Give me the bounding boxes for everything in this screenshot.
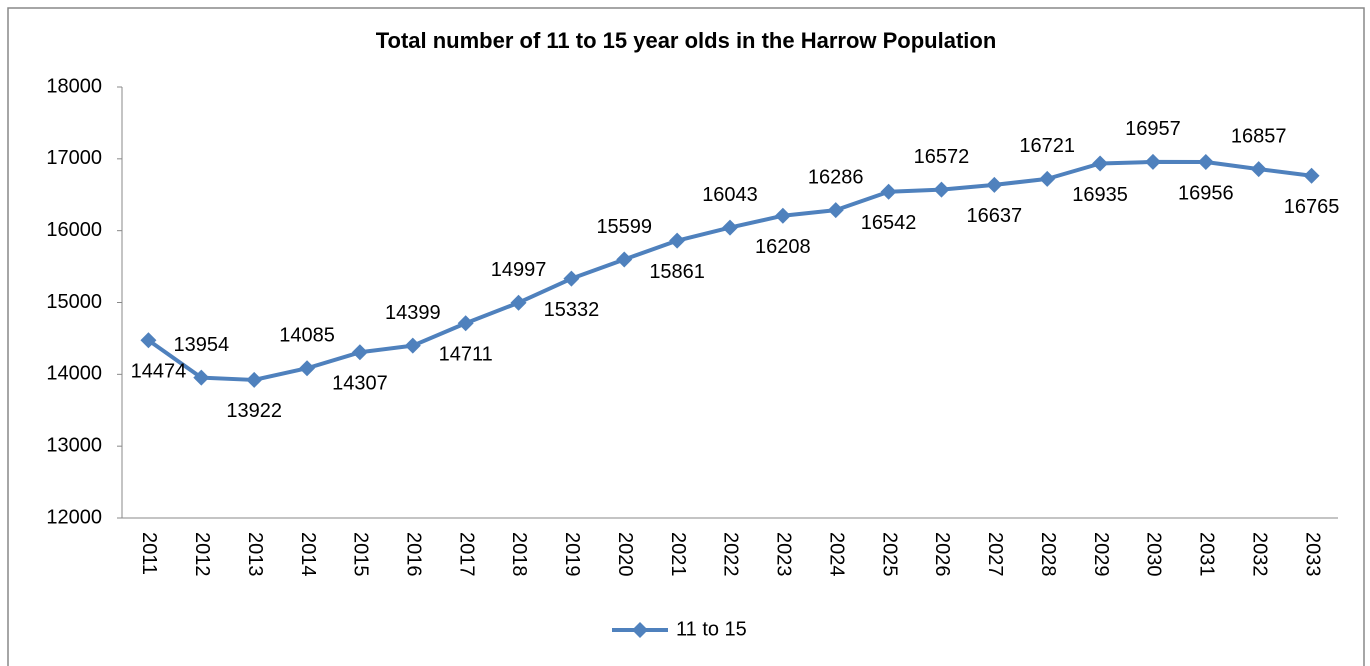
y-tick-label: 17000 bbox=[46, 147, 102, 169]
data-point bbox=[193, 369, 210, 386]
data-label: 16542 bbox=[861, 212, 917, 234]
x-tick-label: 2022 bbox=[720, 532, 742, 577]
data-point bbox=[563, 270, 580, 287]
x-tick-label: 2018 bbox=[508, 532, 530, 577]
data-point bbox=[1039, 170, 1056, 187]
x-tick-label: 2020 bbox=[614, 532, 636, 577]
data-label: 16935 bbox=[1072, 184, 1128, 206]
x-tick-label: 2015 bbox=[350, 532, 372, 577]
data-label: 15332 bbox=[544, 299, 600, 321]
data-label: 14711 bbox=[439, 344, 493, 366]
data-point bbox=[299, 360, 316, 377]
x-tick-label: 2025 bbox=[878, 532, 900, 577]
data-label: 16637 bbox=[967, 205, 1023, 227]
x-tick-label: 2029 bbox=[1090, 532, 1112, 577]
data-point bbox=[457, 315, 474, 332]
data-point bbox=[616, 251, 633, 268]
x-tick-label: 2016 bbox=[403, 532, 425, 577]
data-label: 16572 bbox=[914, 146, 970, 168]
x-tick-label: 2031 bbox=[1196, 532, 1218, 577]
y-tick-label: 15000 bbox=[46, 291, 102, 313]
y-tick-label: 14000 bbox=[46, 363, 102, 385]
x-tick-label: 2033 bbox=[1301, 532, 1323, 577]
data-label: 16043 bbox=[702, 184, 758, 206]
data-label: 13954 bbox=[173, 334, 229, 356]
data-point bbox=[722, 219, 738, 236]
data-label: 14474 bbox=[131, 361, 187, 383]
data-label: 16957 bbox=[1125, 118, 1181, 140]
data-point bbox=[933, 181, 950, 198]
x-tick-label: 2026 bbox=[931, 532, 953, 577]
x-tick-label: 2027 bbox=[984, 532, 1006, 577]
chart-frame bbox=[7, 7, 1365, 666]
data-point bbox=[351, 344, 368, 361]
data-label: 14399 bbox=[385, 302, 441, 324]
x-tick-label: 2023 bbox=[773, 532, 795, 577]
data-point bbox=[774, 207, 791, 224]
data-point bbox=[140, 332, 157, 349]
x-tick-label: 2024 bbox=[825, 532, 847, 577]
x-tick-label: 2013 bbox=[244, 532, 266, 577]
data-point bbox=[1092, 155, 1109, 172]
data-label: 16857 bbox=[1231, 125, 1287, 147]
y-tick-label: 12000 bbox=[46, 506, 102, 528]
data-label: 16286 bbox=[808, 166, 864, 188]
data-point bbox=[246, 371, 263, 388]
y-tick-label: 13000 bbox=[46, 434, 102, 456]
x-tick-label: 2030 bbox=[1143, 532, 1165, 577]
data-label: 15861 bbox=[649, 261, 705, 283]
data-point bbox=[669, 232, 686, 249]
data-point bbox=[1197, 153, 1214, 170]
legend-label: 11 to 15 bbox=[676, 618, 747, 640]
data-point bbox=[986, 176, 1003, 193]
data-point bbox=[880, 183, 897, 200]
data-label: 16765 bbox=[1284, 196, 1340, 218]
y-tick-label: 18000 bbox=[46, 75, 102, 97]
x-tick-label: 2028 bbox=[1037, 532, 1059, 577]
data-label: 15599 bbox=[596, 216, 652, 238]
data-point bbox=[510, 294, 527, 311]
data-point bbox=[1303, 167, 1320, 184]
data-point bbox=[404, 337, 421, 354]
x-tick-label: 2012 bbox=[191, 532, 213, 577]
data-label: 16956 bbox=[1178, 182, 1234, 204]
y-tick-label: 16000 bbox=[46, 219, 102, 241]
x-tick-label: 2021 bbox=[667, 532, 689, 577]
data-label: 14307 bbox=[332, 373, 388, 395]
x-tick-label: 2017 bbox=[455, 532, 477, 577]
x-tick-label: 2032 bbox=[1248, 532, 1270, 577]
data-label: 16208 bbox=[755, 236, 811, 258]
data-label: 16721 bbox=[1019, 135, 1075, 157]
data-label: 13922 bbox=[226, 400, 282, 422]
data-point bbox=[827, 202, 844, 219]
chart-title: Total number of 11 to 15 year olds in th… bbox=[376, 28, 997, 53]
data-point bbox=[1144, 153, 1161, 170]
data-label: 14997 bbox=[491, 259, 547, 281]
legend-marker bbox=[632, 622, 648, 638]
data-point bbox=[1250, 161, 1267, 178]
x-tick-label: 2019 bbox=[561, 532, 583, 577]
x-tick-label: 2011 bbox=[138, 532, 160, 575]
x-tick-label: 2014 bbox=[297, 532, 319, 577]
data-label: 14085 bbox=[279, 325, 335, 347]
